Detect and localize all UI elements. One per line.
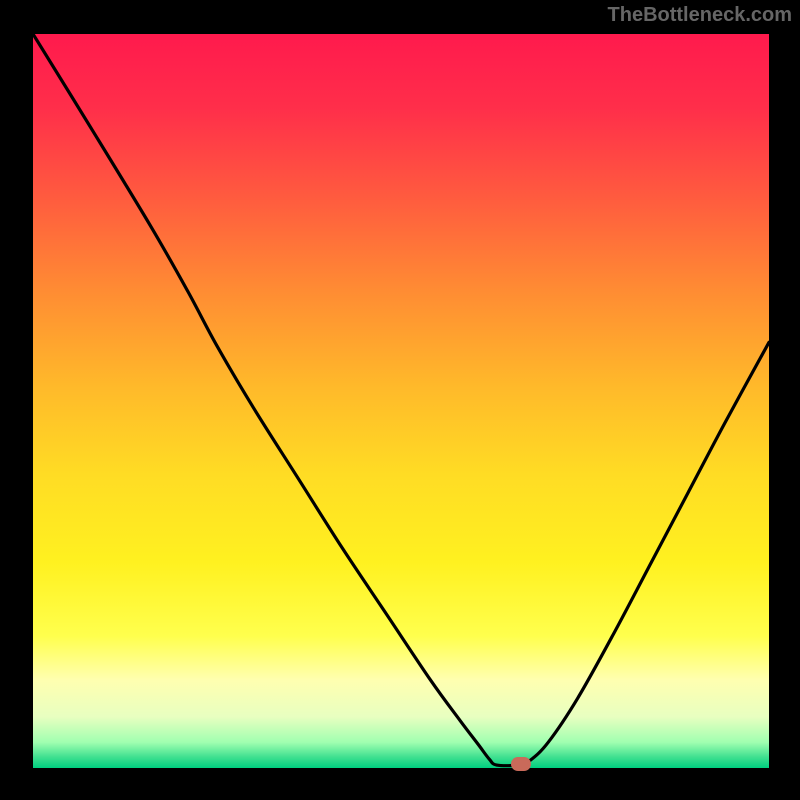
- bottleneck-curve: [33, 34, 769, 768]
- bottleneck-chart: [33, 34, 769, 768]
- optimal-point-marker: [511, 757, 531, 771]
- attribution-text: TheBottleneck.com: [608, 4, 792, 27]
